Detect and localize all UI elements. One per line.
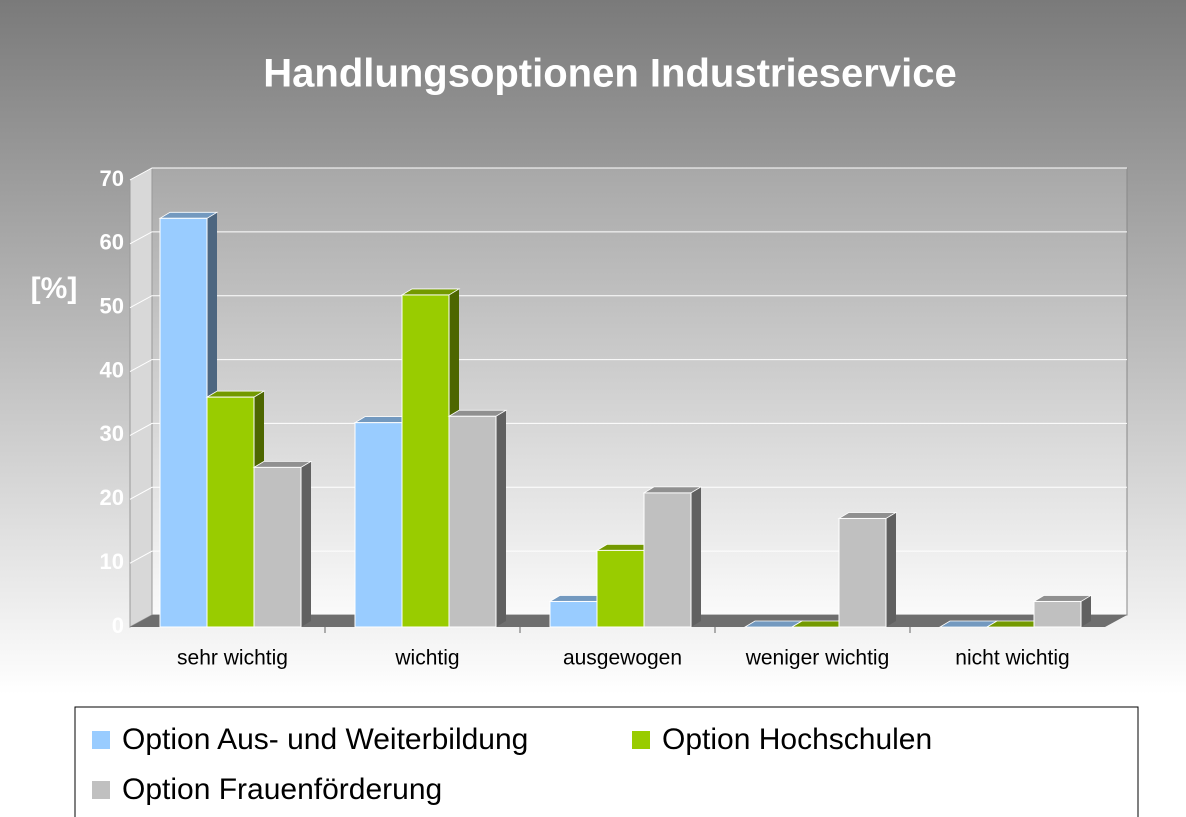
legend-label: Option Hochschulen xyxy=(662,723,932,756)
bar-top xyxy=(400,288,461,296)
bar xyxy=(159,217,208,628)
bar-side xyxy=(301,461,311,627)
bar-top xyxy=(642,486,703,494)
bar xyxy=(838,517,887,628)
bar xyxy=(354,422,403,628)
bar-top xyxy=(1032,595,1093,602)
grid-line xyxy=(129,359,1127,373)
bar-top xyxy=(158,211,219,219)
side-wall xyxy=(129,167,153,628)
x-tick-label: wichtig xyxy=(394,647,459,670)
grid-line xyxy=(129,167,1127,181)
grid-line xyxy=(129,231,1127,245)
bar-top xyxy=(205,390,266,398)
chart-title: Handlungsoptionen Industrieservice xyxy=(263,52,956,96)
legend-box xyxy=(74,706,1139,817)
bar xyxy=(206,396,255,628)
legend-swatch xyxy=(92,731,110,749)
y-tick-label: 50 xyxy=(100,294,124,319)
y-tick-label: 40 xyxy=(100,357,124,382)
bar-top xyxy=(447,409,508,417)
bar-top xyxy=(837,512,898,519)
y-tick-label: 0 xyxy=(112,613,124,638)
grid-line xyxy=(129,295,1127,309)
legend-label: Option Aus- und Weiterbildung xyxy=(122,723,528,756)
grid-line xyxy=(129,486,1127,500)
x-tick-label: nicht wichtig xyxy=(955,647,1069,670)
bar xyxy=(643,492,692,628)
bar-side xyxy=(691,486,701,627)
bar-side xyxy=(886,512,896,627)
x-tick-label: sehr wichtig xyxy=(177,647,288,670)
legend-swatch xyxy=(92,781,110,799)
bar xyxy=(253,466,302,628)
bar-side xyxy=(496,410,506,627)
x-tick-label: weniger wichtig xyxy=(745,647,890,670)
y-axis-label: [%] xyxy=(31,272,78,305)
legend: Option Aus- und Weiterbildung Option Hoch… xyxy=(92,723,932,806)
bar xyxy=(549,600,598,628)
bar-side xyxy=(1081,595,1091,627)
grid-line xyxy=(129,550,1127,564)
y-tick-label: 60 xyxy=(100,230,124,255)
y-tick-label: 20 xyxy=(100,485,124,510)
plot-area: 0 10 20 30 40 50 60 70 sehr wichtig wichtig ausgew… xyxy=(100,166,1128,670)
y-tick-label: 70 xyxy=(100,166,124,191)
bar xyxy=(596,549,645,628)
grid-line xyxy=(129,422,1127,436)
bar-top xyxy=(252,460,313,468)
x-tick-label: ausgewogen xyxy=(563,647,682,670)
y-tick-label: 10 xyxy=(100,549,124,574)
bar xyxy=(401,294,450,628)
legend-label: Option Frauenförderung xyxy=(122,773,442,806)
legend-swatch xyxy=(632,731,650,749)
bar xyxy=(448,415,497,628)
y-tick-label: 30 xyxy=(100,421,124,446)
bar xyxy=(1033,600,1082,628)
